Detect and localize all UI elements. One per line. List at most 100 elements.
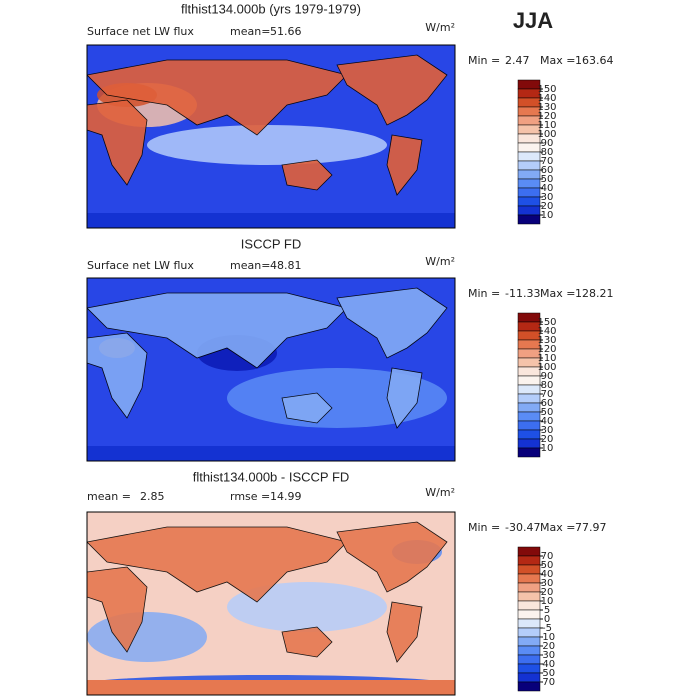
- season-title: JJA: [513, 8, 553, 33]
- colorbar-label: 20: [541, 201, 554, 212]
- stat-label: mean=: [230, 25, 270, 38]
- colorbar-label: 0: [544, 614, 550, 625]
- colorbar-swatch: [517, 681, 541, 692]
- colorbar-label: 70: [541, 389, 554, 400]
- colorbar-label: 10: [541, 443, 554, 454]
- map: [86, 44, 456, 229]
- colorbar-label: -30: [539, 650, 555, 661]
- colorbar-swatch: [517, 214, 541, 225]
- colorbar-label: 140: [537, 93, 556, 104]
- colorbar-swatch: [517, 582, 541, 593]
- colorbar-label: 30: [541, 192, 554, 203]
- colorbar-label: 10: [541, 210, 554, 221]
- colorbar-label: 100: [537, 129, 556, 140]
- label-value: 2.85: [140, 490, 165, 503]
- colorbar-swatch: [517, 600, 541, 611]
- colorbar-label: 30: [541, 578, 554, 589]
- colorbar-label: 30: [541, 425, 554, 436]
- min-value: -30.47: [505, 521, 540, 534]
- min-label: Min =: [468, 54, 500, 67]
- min-value: -11.33: [505, 287, 540, 300]
- colorbar-label: 80: [541, 380, 554, 391]
- max-value: 77.97: [575, 521, 607, 534]
- map-field: [87, 278, 455, 461]
- colorbar-label: 130: [537, 102, 556, 113]
- colorbar-swatch: [517, 187, 541, 198]
- colorbar-swatch: [517, 169, 541, 180]
- colorbar-swatch: [517, 402, 541, 413]
- max-label: Max =: [540, 54, 575, 67]
- stat-value: 48.81: [270, 259, 302, 272]
- colorbar-label: 90: [541, 138, 554, 149]
- colorbar-swatch: [517, 384, 541, 395]
- colorbar-swatch: [517, 546, 541, 557]
- stat-value: 51.66: [270, 25, 302, 38]
- colorbar-swatch: [517, 564, 541, 575]
- colorbar-swatch: [517, 160, 541, 171]
- colorbar-label: -50: [539, 668, 555, 679]
- panel-title: ISCCP FD: [241, 236, 301, 251]
- colorbar-swatch: [517, 420, 541, 431]
- colorbar-label: 50: [541, 407, 554, 418]
- units: W/m²: [425, 486, 455, 499]
- map-field: [87, 512, 455, 695]
- antarctica: [87, 213, 455, 228]
- colorbar-label: 20: [541, 434, 554, 445]
- map-field: [87, 45, 455, 228]
- colorbar-label: 120: [537, 344, 556, 355]
- colorbar-label: 110: [537, 353, 556, 364]
- stat-label: rmse =: [230, 490, 270, 503]
- colorbar-label: -5: [542, 623, 552, 634]
- colorbar-swatch: [517, 196, 541, 207]
- min-value: 2.47: [505, 54, 530, 67]
- panel-label: mean =: [87, 490, 131, 503]
- colorbar-label: 40: [541, 416, 554, 427]
- map-frame: [86, 277, 456, 462]
- colorbar-swatch: [517, 411, 541, 422]
- colorbar-label: 5: [544, 605, 550, 616]
- colorbar-label: -20: [539, 641, 555, 652]
- colorbar-label: 50: [541, 174, 554, 185]
- colorbar-swatch: [517, 654, 541, 665]
- max-value: 163.64: [575, 54, 614, 67]
- colorbar-swatch: [517, 447, 541, 458]
- antarctica: [87, 446, 455, 461]
- colorbar-label: -70: [539, 677, 555, 688]
- colorbar-label: 110: [537, 120, 556, 131]
- colorbar-swatch: [517, 178, 541, 189]
- colorbar-label: -10: [539, 632, 555, 643]
- colorbar-swatch: [517, 375, 541, 386]
- colorbar-swatch: [517, 618, 541, 629]
- colorbar-swatch: [517, 591, 541, 602]
- colorbar-label: 40: [541, 569, 554, 580]
- map-frame: [86, 511, 456, 696]
- max-value: 128.21: [575, 287, 614, 300]
- panel-label: Surface net LW flux: [87, 25, 194, 38]
- min-label: Min =: [468, 287, 500, 300]
- colorbar-swatch: [517, 627, 541, 638]
- max-label: Max =: [540, 287, 575, 300]
- map: [86, 511, 456, 696]
- colorbar-swatch: [517, 151, 541, 162]
- colorbar-label: 60: [541, 165, 554, 176]
- colorbar-label: 10: [541, 596, 554, 607]
- field-blob: [147, 125, 387, 165]
- units: W/m²: [425, 255, 455, 268]
- colorbar-label: 130: [537, 335, 556, 346]
- max-label: Max =: [540, 521, 575, 534]
- panel-label: Surface net LW flux: [87, 259, 194, 272]
- colorbar-label: 20: [541, 587, 554, 598]
- colorbar-swatch: [517, 429, 541, 440]
- colorbar-swatch: [517, 636, 541, 647]
- colorbar-swatch: [517, 555, 541, 566]
- colorbar-swatch: [517, 393, 541, 404]
- stat-label: mean=: [230, 259, 270, 272]
- colorbar-swatch: [517, 672, 541, 683]
- colorbar-label: 80: [541, 147, 554, 158]
- colorbar-label: 120: [537, 111, 556, 122]
- map: [86, 277, 456, 462]
- field-blob: [87, 612, 207, 662]
- colorbar-label: 50: [541, 560, 554, 571]
- colorbar-swatch: [517, 609, 541, 620]
- colorbar-swatch: [517, 205, 541, 216]
